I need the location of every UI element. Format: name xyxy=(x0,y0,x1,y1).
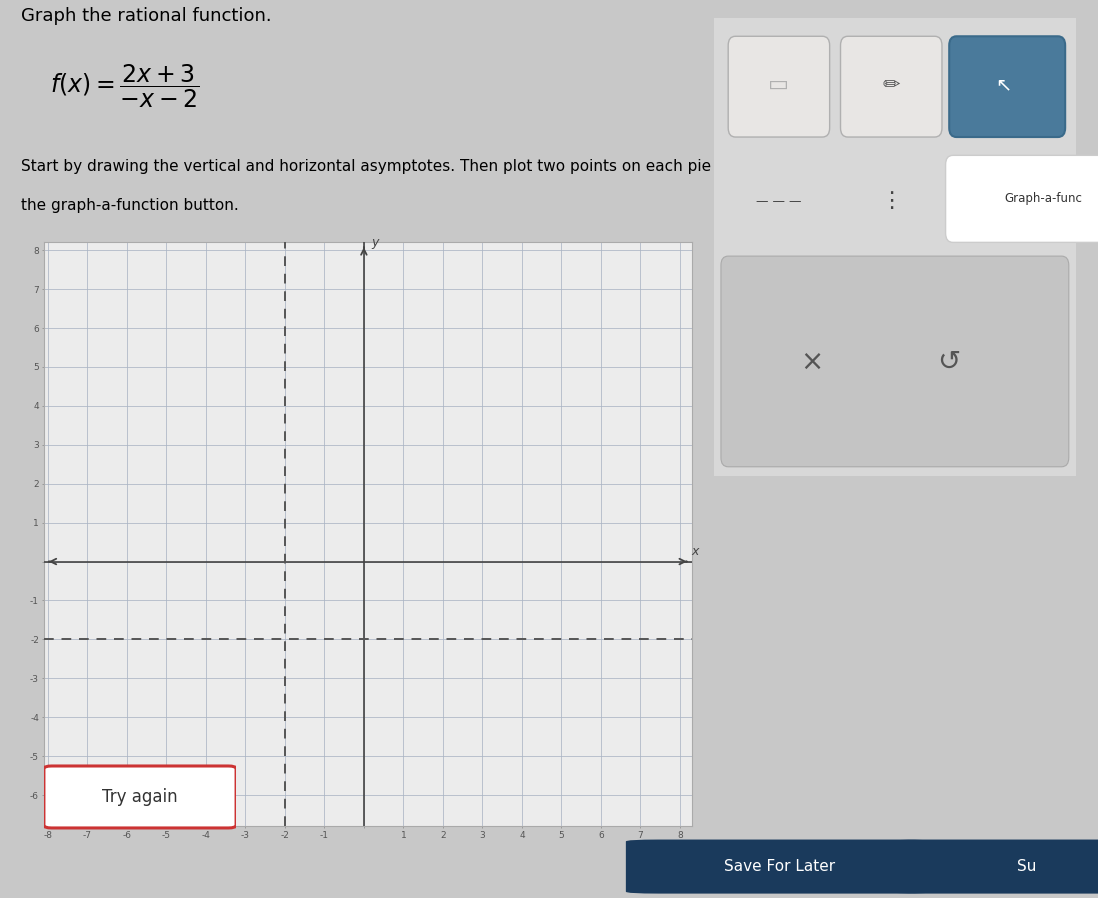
Text: Graph the rational function.: Graph the rational function. xyxy=(22,7,272,25)
Text: ▭: ▭ xyxy=(769,75,789,94)
Text: Try again: Try again xyxy=(102,788,178,806)
Text: ↺: ↺ xyxy=(938,348,961,375)
FancyBboxPatch shape xyxy=(841,36,942,137)
Text: Start by drawing the vertical and horizontal asymptotes. Then plot two points on: Start by drawing the vertical and horizo… xyxy=(22,159,712,174)
Text: ↖: ↖ xyxy=(996,75,1011,94)
Text: ⋮: ⋮ xyxy=(881,191,903,211)
FancyBboxPatch shape xyxy=(626,840,933,894)
FancyBboxPatch shape xyxy=(710,13,1079,480)
Text: Graph-a-func: Graph-a-func xyxy=(1005,192,1083,206)
Text: Su: Su xyxy=(1017,859,1037,874)
Text: y: y xyxy=(371,235,379,249)
Text: $f(x)=\dfrac{2x+3}{-x-2}$: $f(x)=\dfrac{2x+3}{-x-2}$ xyxy=(51,63,200,110)
Text: ×: × xyxy=(800,348,824,375)
Text: — — —: — — — xyxy=(757,195,802,207)
FancyBboxPatch shape xyxy=(44,766,236,828)
Text: ✏: ✏ xyxy=(883,75,900,94)
FancyBboxPatch shape xyxy=(889,840,1098,894)
FancyBboxPatch shape xyxy=(945,155,1098,242)
FancyBboxPatch shape xyxy=(949,36,1065,137)
Text: the graph-a-function button.: the graph-a-function button. xyxy=(22,198,239,214)
FancyBboxPatch shape xyxy=(721,256,1068,467)
Text: x: x xyxy=(691,544,698,558)
Text: Save For Later: Save For Later xyxy=(724,859,836,874)
FancyBboxPatch shape xyxy=(728,36,830,137)
